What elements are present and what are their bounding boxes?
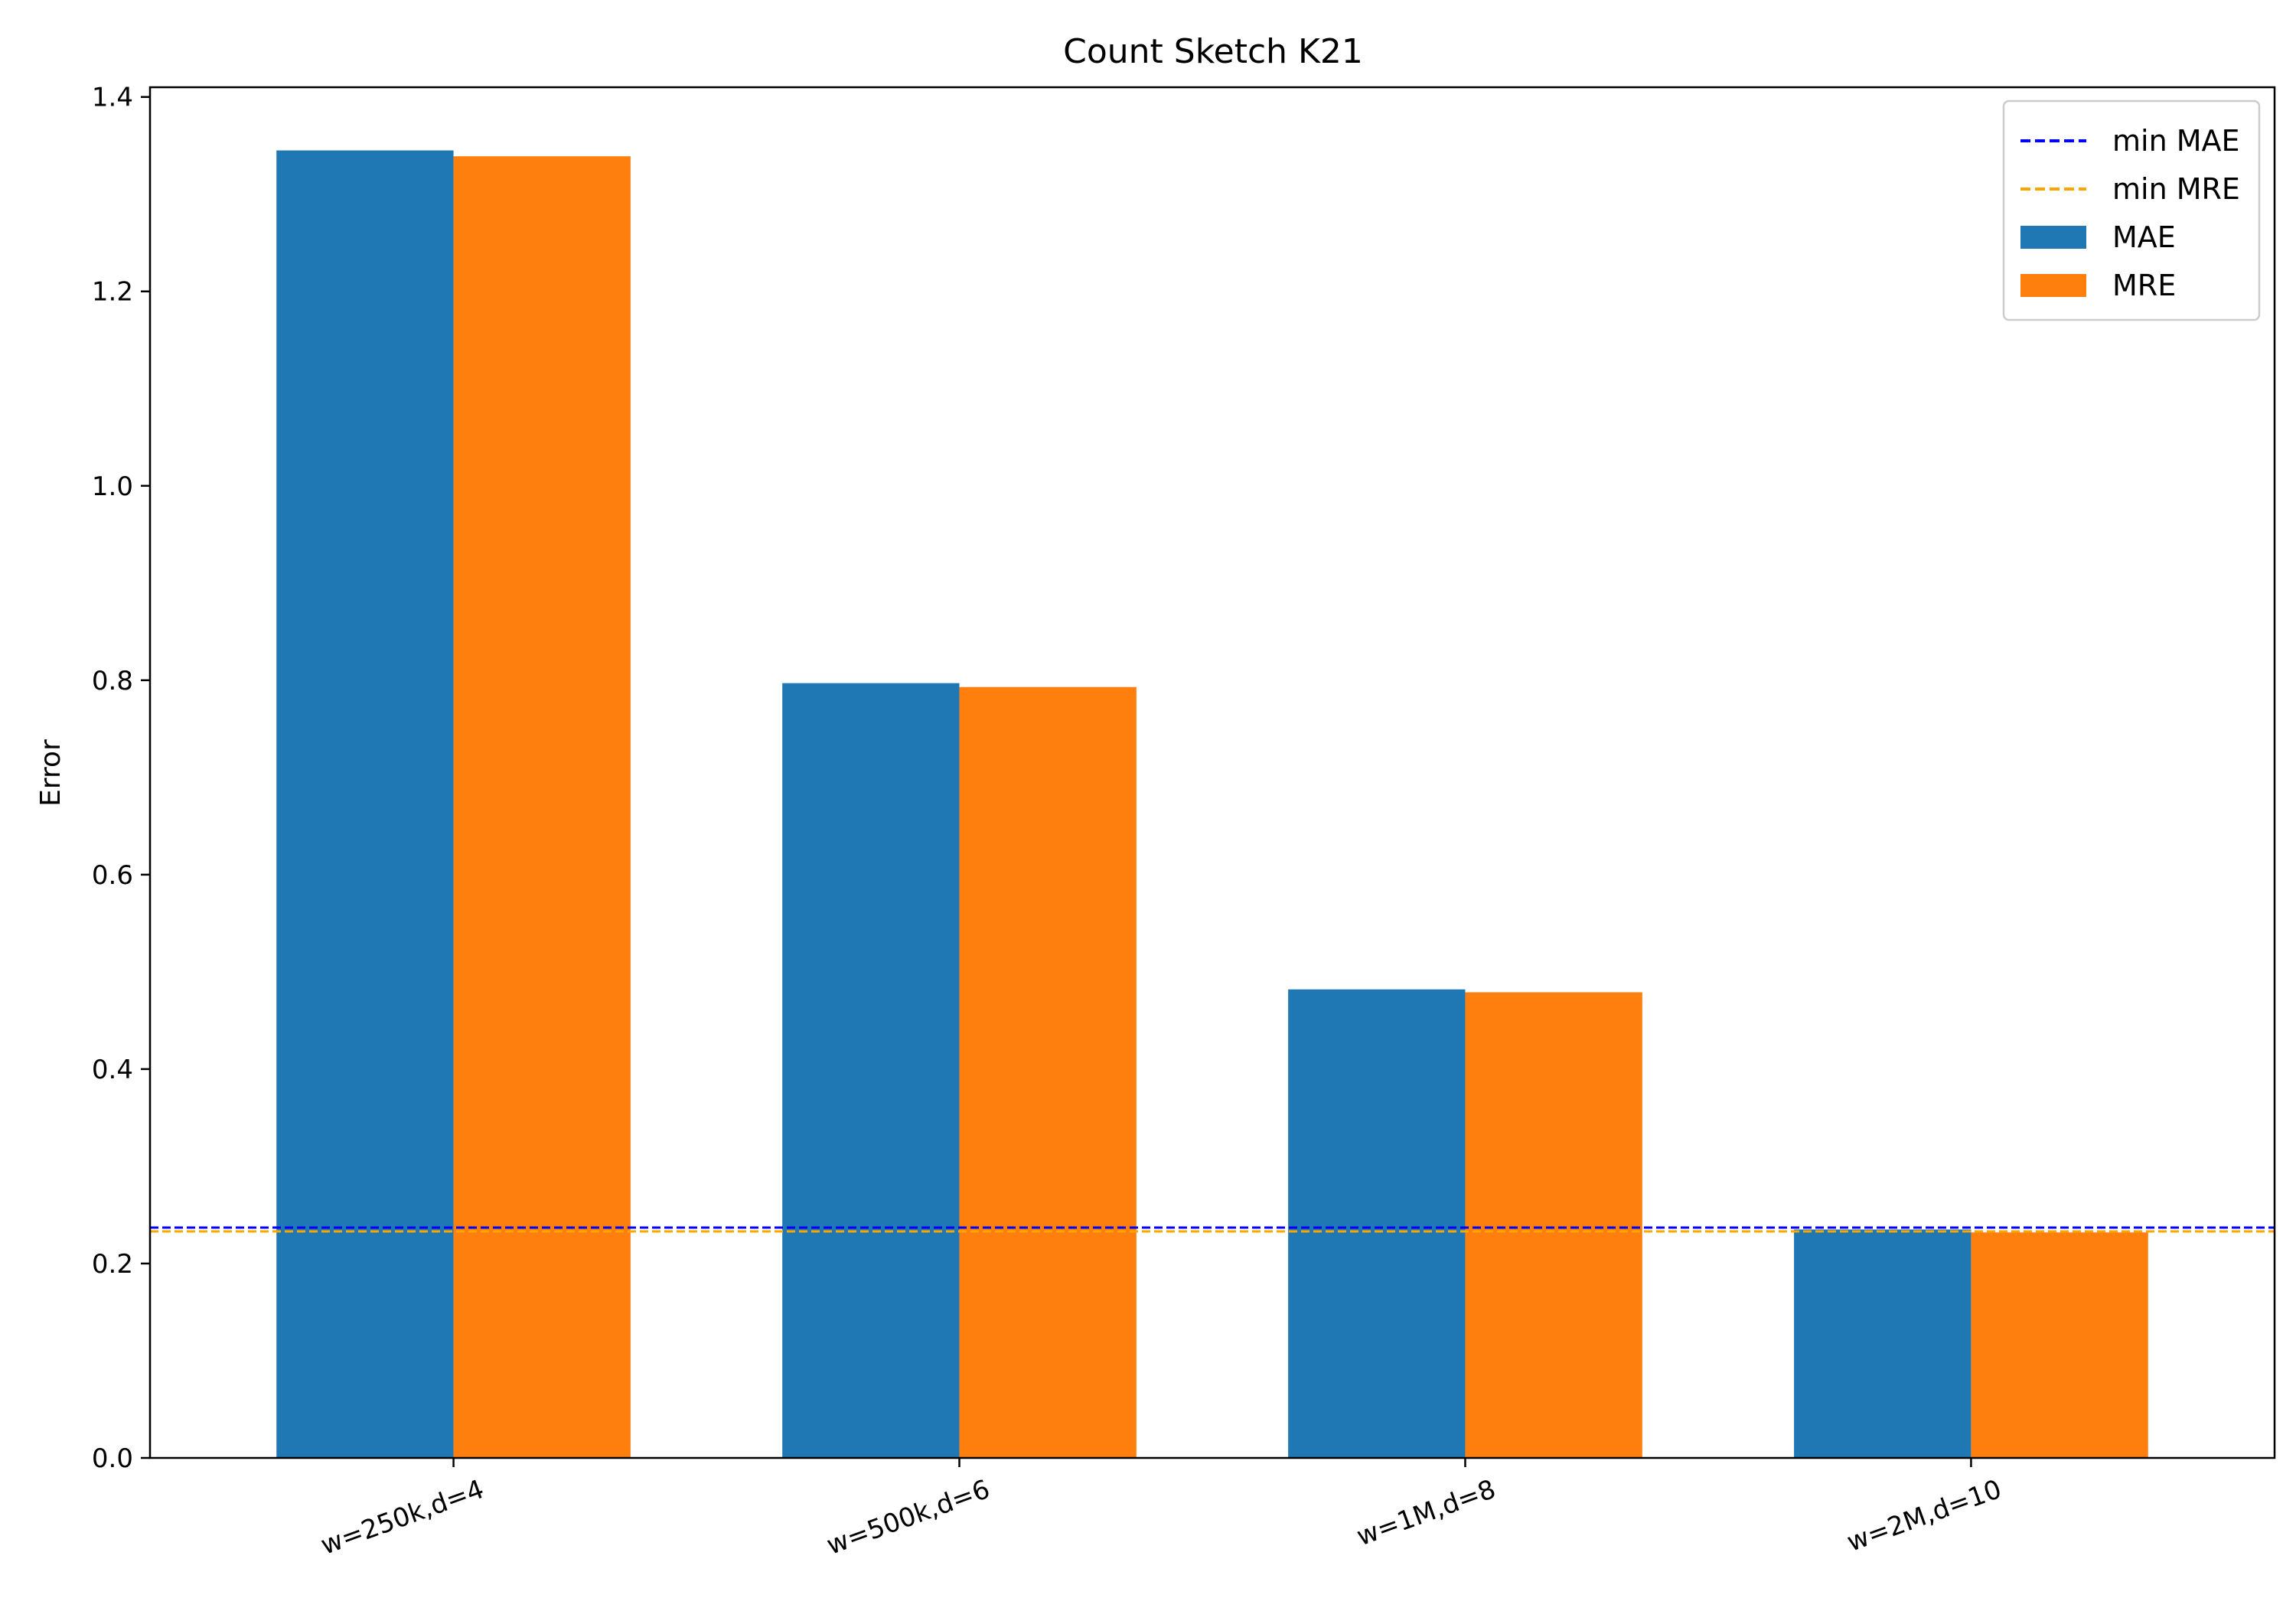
legend-label: MAE: [2112, 220, 2176, 254]
reference-lines-layer: [150, 1226, 2275, 1233]
bar-mae-0: [276, 150, 454, 1458]
y-tick-label: 1.2: [92, 277, 133, 308]
y-tick-label: 0.4: [92, 1055, 133, 1085]
bars-layer: [276, 150, 2148, 1459]
y-tick-label: 0.6: [92, 860, 133, 891]
chart-title: Count Sketch K21: [1063, 32, 1363, 71]
y-tick-label: 1.4: [92, 83, 133, 113]
bar-mae-1: [782, 683, 960, 1458]
legend-label: min MAE: [2112, 124, 2240, 158]
bar-mae-2: [1288, 989, 1466, 1458]
bar-mre-0: [453, 156, 631, 1459]
y-tick-label: 0.2: [92, 1249, 133, 1280]
legend: min MAE min MRE MAE MRE: [2002, 99, 2261, 321]
y-tick-label: 0.0: [92, 1443, 133, 1474]
y-tick-label: 0.8: [92, 666, 133, 696]
bar-mae-3: [1794, 1229, 1971, 1458]
bar-mre-1: [959, 686, 1137, 1458]
y-tick-label: 1.0: [92, 471, 133, 502]
legend-swatch-mae: [2020, 226, 2086, 249]
legend-label: min MRE: [2112, 172, 2240, 206]
legend-swatch-mre: [2020, 274, 2086, 297]
y-axis-label: Error: [35, 739, 67, 807]
legend-box: [2002, 99, 2261, 321]
bar-mre-2: [1465, 992, 1642, 1458]
bar-mre-3: [1971, 1232, 2148, 1458]
plot-frame: [148, 86, 2276, 1459]
legend-label: MRE: [2112, 269, 2176, 302]
